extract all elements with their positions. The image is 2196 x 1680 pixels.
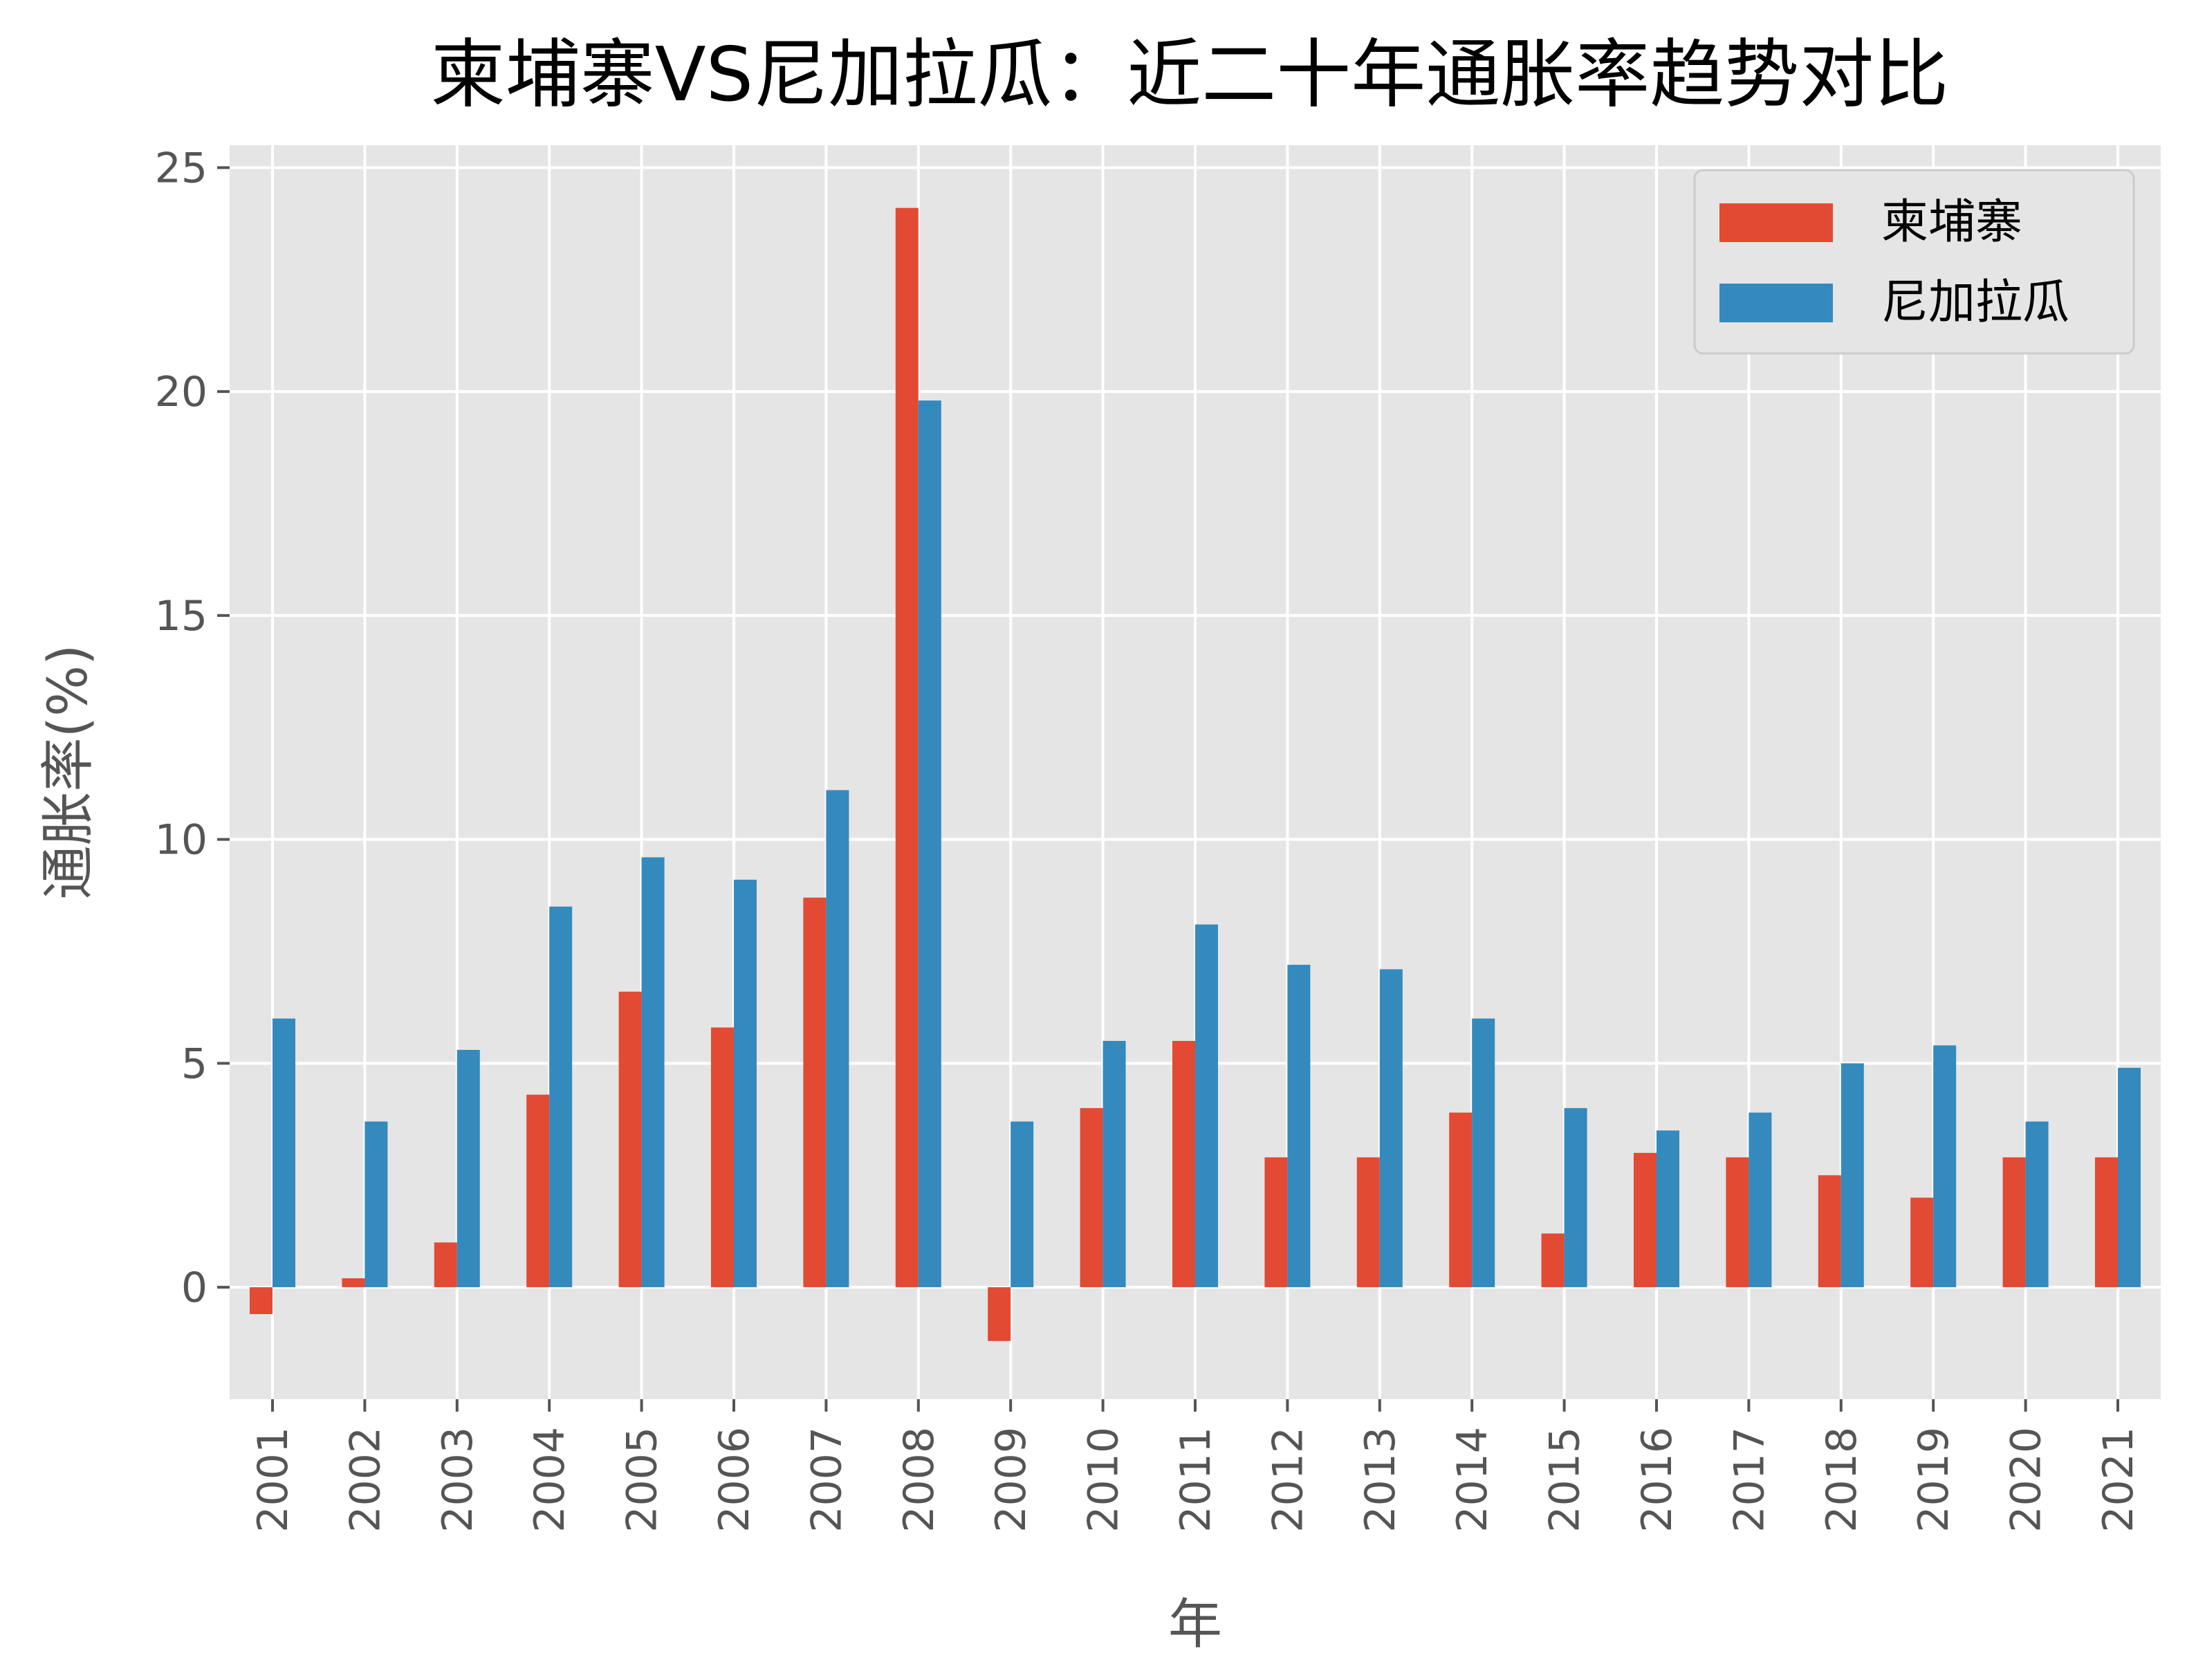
bar-cambodia-2013 [1356,1157,1380,1288]
x-tick-label-2015: 2015 [1541,1427,1589,1533]
bar-nicaragua-2020 [2025,1121,2049,1288]
x-tick-label-2017: 2017 [1725,1427,1773,1533]
x-tick-label-2018: 2018 [1818,1427,1866,1533]
legend-swatch-nicaragua [1719,284,1833,322]
bar-nicaragua-2014 [1472,1018,1495,1288]
chart-title: 柬埔寨VS尼加拉瓜：近二十年通胀率趋势对比 [431,32,1948,118]
bar-cambodia-2010 [1080,1108,1103,1288]
x-tick-label-2014: 2014 [1448,1427,1497,1533]
x-tick-label-2010: 2010 [1080,1427,1128,1533]
x-tick-label-2006: 2006 [710,1427,759,1533]
x-tick-label-2021: 2021 [2094,1427,2143,1533]
y-axis-label: 通胀率(%) [37,645,100,900]
x-tick-label-2009: 2009 [987,1427,1035,1533]
bar-cambodia-2001 [250,1287,273,1314]
x-tick-label-2007: 2007 [802,1427,851,1533]
y-tick-label-25: 25 [155,144,207,192]
bar-cambodia-2018 [1818,1175,1841,1288]
x-tick-label-2020: 2020 [2002,1427,2051,1533]
x-tick-label-2011: 2011 [1172,1427,1220,1533]
bar-cambodia-2005 [618,991,642,1288]
bar-nicaragua-2010 [1102,1041,1126,1288]
bar-cambodia-2019 [1910,1197,1934,1288]
x-tick-label-2002: 2002 [341,1427,389,1533]
bar-cambodia-2003 [434,1242,457,1288]
bar-nicaragua-2011 [1195,924,1218,1288]
bar-nicaragua-2008 [918,400,941,1288]
x-tick-label-2008: 2008 [895,1427,943,1533]
bar-nicaragua-2004 [549,906,573,1288]
bar-cambodia-2007 [803,897,827,1288]
bar-nicaragua-2007 [826,790,849,1288]
bar-nicaragua-2017 [1749,1112,1772,1288]
bar-nicaragua-2016 [1657,1130,1679,1288]
bar-cambodia-2012 [1264,1157,1288,1288]
bar-cambodia-2011 [1172,1041,1195,1288]
bar-cambodia-2017 [1726,1157,1749,1288]
bar-cambodia-2008 [895,207,919,1288]
bar-nicaragua-2006 [734,879,757,1288]
x-tick-label-2012: 2012 [1264,1427,1312,1533]
x-tick-label-2016: 2016 [1633,1427,1681,1533]
bar-cambodia-2004 [526,1094,550,1288]
y-tick-label-0: 0 [181,1264,207,1312]
bar-nicaragua-2002 [365,1121,388,1288]
y-tick-label-5: 5 [181,1040,207,1088]
bar-cambodia-2002 [342,1278,365,1288]
x-tick-label-2013: 2013 [1356,1427,1405,1533]
x-tick-label-2019: 2019 [1910,1427,1958,1533]
x-tick-label-2003: 2003 [434,1427,482,1533]
legend-label-nicaragua: 尼加拉瓜 [1881,275,2069,330]
bar-cambodia-2014 [1449,1112,1473,1288]
bar-nicaragua-2015 [1564,1108,1587,1288]
bar-cambodia-2015 [1541,1233,1565,1288]
bar-nicaragua-2001 [273,1018,295,1288]
y-tick-label-10: 10 [155,816,207,865]
axis-ticks: 0 5 10 15 20 25 2001 2002 2003 2004 2005 2006 2007 20… [155,144,2143,1532]
bar-cambodia-2016 [1634,1152,1657,1288]
bars [250,207,2141,1341]
bar-nicaragua-2009 [1011,1121,1034,1288]
legend-label-cambodia: 柬埔寨 [1881,195,2022,250]
bar-nicaragua-2018 [1840,1063,1864,1288]
bar-nicaragua-2019 [1933,1045,1957,1288]
bar-nicaragua-2012 [1287,964,1311,1288]
x-tick-label-2005: 2005 [618,1427,667,1533]
x-axis-label: 年 [1168,1594,1222,1656]
bar-nicaragua-2021 [2118,1067,2141,1288]
bar-nicaragua-2013 [1379,969,1403,1288]
bar-cambodia-2021 [2095,1157,2118,1288]
legend-swatch-cambodia [1719,203,1833,242]
bar-nicaragua-2003 [456,1049,480,1288]
bar-cambodia-2006 [711,1027,734,1288]
bar-cambodia-2009 [988,1287,1011,1341]
legend: 柬埔寨 尼加拉瓜 [1693,169,2135,355]
y-tick-label-20: 20 [155,368,207,416]
bar-cambodia-2020 [2002,1157,2026,1288]
bar-nicaragua-2005 [641,857,665,1288]
y-tick-label-15: 15 [155,592,207,640]
x-tick-label-2001: 2001 [249,1427,297,1533]
x-tick-label-2004: 2004 [526,1427,574,1533]
